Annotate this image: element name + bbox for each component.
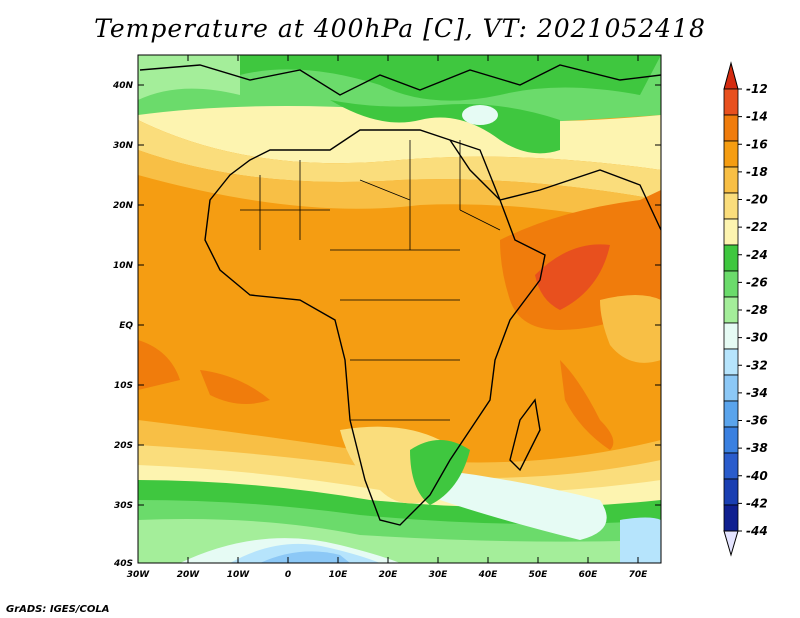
colorbar-swatch xyxy=(723,426,739,454)
map-title: Temperature at 400hPa [C], VT: 202105241… xyxy=(94,14,706,43)
colorbar-label: -38 xyxy=(746,441,768,455)
colorbar-label: -28 xyxy=(746,303,768,317)
longitude-label: 30E xyxy=(429,570,449,580)
colorbar-label: -14 xyxy=(746,110,768,124)
colorbar-swatch xyxy=(723,400,739,428)
longitude-labels: 30W 20W 10W 0 10E 20E 30E 40E 50E 60E 70E xyxy=(127,570,648,580)
colorbar-label: -18 xyxy=(746,165,768,179)
temperature-field xyxy=(138,55,661,563)
longitude-label: 20W xyxy=(177,570,201,580)
plot-frame xyxy=(137,54,662,564)
credit-text: GrADS: IGES/COLA xyxy=(6,604,110,615)
longitude-label: 30W xyxy=(127,570,151,580)
colorbar-label: -30 xyxy=(746,331,768,345)
latitude-labels: 40N 30N 20N 10N EQ 10S 20S 30S 40S xyxy=(112,81,134,569)
colorbar-labels: -12 -14 -16 -18 -20 -22 -24 -26 -28 -30 -32 -34 -36 -… xyxy=(738,82,768,538)
colorbar-swatch xyxy=(723,374,739,402)
longitude-label: 60E xyxy=(579,570,599,580)
colorbar-swatch xyxy=(723,218,739,246)
latitude-label: 40S xyxy=(113,559,133,569)
latitude-label: 10S xyxy=(114,381,133,391)
colorbar-swatch xyxy=(723,192,739,220)
colorbar-label: -24 xyxy=(746,248,768,262)
longitude-label: 0 xyxy=(285,570,291,580)
longitude-label: 10W xyxy=(227,570,251,580)
longitude-label: 10E xyxy=(329,570,349,580)
colorbar-swatch xyxy=(723,270,739,298)
colorbar-label: -44 xyxy=(746,524,768,538)
colorbar-label: -42 xyxy=(746,496,768,510)
country-borders xyxy=(240,140,501,421)
longitude-label: 40E xyxy=(478,570,499,580)
colorbar-swatch xyxy=(723,478,739,506)
latitude-label: 30S xyxy=(114,501,133,511)
colorbar-label: -36 xyxy=(746,414,768,428)
axis-ticks xyxy=(137,55,661,564)
longitude-label: 70E xyxy=(629,570,649,580)
colorbar-label: -22 xyxy=(746,220,768,234)
latitude-label: EQ xyxy=(119,321,133,331)
colorbar-label: -34 xyxy=(746,386,768,400)
colorbar xyxy=(723,61,739,557)
colorbar-swatch xyxy=(723,504,739,532)
latitude-label: 20S xyxy=(114,441,133,451)
colorbar-label: -16 xyxy=(746,137,768,151)
latitude-label: 10N xyxy=(113,261,134,271)
colorbar-label: -20 xyxy=(746,193,768,207)
colorbar-label: -40 xyxy=(746,469,768,483)
colorbar-label: -12 xyxy=(746,82,768,96)
longitude-label: 50E xyxy=(529,570,549,580)
colorbar-swatch xyxy=(723,452,739,480)
colorbar-swatch xyxy=(723,296,739,324)
colorbar-swatch xyxy=(723,348,739,376)
colorbar-swatch xyxy=(723,322,739,350)
colorbar-swatch xyxy=(723,114,739,142)
colorbar-label: -32 xyxy=(746,358,768,372)
colorbar-swatch xyxy=(723,140,739,168)
colorbar-label: -26 xyxy=(746,275,768,289)
latitude-label: 40N xyxy=(112,81,134,91)
colorbar-swatch xyxy=(723,244,739,272)
coastlines xyxy=(139,64,661,526)
colorbar-bottom-arrow xyxy=(723,530,739,557)
latitude-label: 30N xyxy=(113,141,134,151)
colorbar-top-arrow xyxy=(723,61,739,90)
colorbar-swatch xyxy=(723,166,739,194)
longitude-label: 20E xyxy=(379,570,399,580)
latitude-label: 20N xyxy=(113,201,134,211)
colorbar-swatch xyxy=(723,88,739,116)
